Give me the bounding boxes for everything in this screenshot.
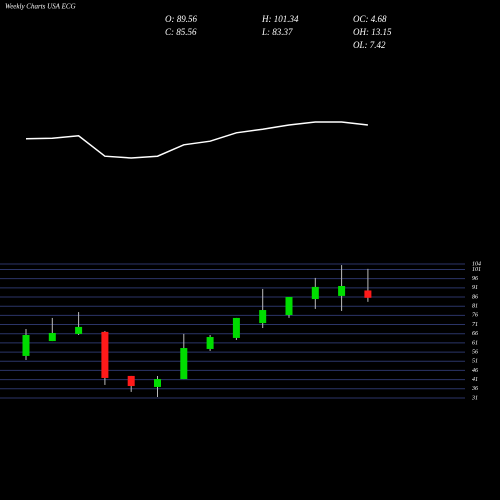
y-tick-label: 56 — [472, 349, 478, 355]
candle-body — [259, 310, 267, 324]
y-tick-label: 101 — [472, 267, 481, 273]
candle-body — [22, 335, 30, 356]
y-tick-label: 66 — [472, 331, 478, 337]
candle-body — [180, 348, 188, 380]
info-text: OL: 7.42 — [353, 40, 386, 50]
y-tick-label: 31 — [471, 395, 478, 401]
chart-title: Weekly Charts USA ECG — [5, 3, 76, 11]
candle-body — [338, 285, 346, 296]
y-tick-label: 96 — [472, 276, 478, 282]
candle-body — [48, 332, 56, 342]
y-tick-label: 86 — [472, 294, 478, 300]
y-tick-label: 76 — [472, 313, 478, 319]
y-tick-label: 51 — [472, 359, 478, 365]
y-tick-label: 61 — [472, 340, 478, 346]
y-tick-label: 41 — [472, 376, 478, 383]
candle-body — [206, 337, 214, 349]
candle-body — [101, 331, 109, 378]
candle-body — [364, 290, 372, 298]
info-text: OH: 13.15 — [353, 27, 392, 37]
candle-body — [311, 286, 319, 300]
y-tick-label: 81 — [472, 304, 478, 310]
info-text: L: 83.37 — [261, 27, 293, 37]
y-tick-label: 36 — [471, 386, 478, 392]
info-text: C: 85.56 — [165, 27, 197, 37]
y-tick-label: 91 — [472, 285, 478, 291]
candle-body — [75, 326, 83, 334]
candle-body — [232, 317, 240, 338]
candle-body — [154, 379, 161, 387]
y-tick-label: 46 — [472, 367, 478, 374]
y-tick-label: 71 — [472, 322, 478, 328]
info-text: O: 89.56 — [165, 14, 197, 24]
candle-body — [127, 375, 135, 387]
y-tick-label: 104 — [472, 260, 481, 267]
info-text: H: 101.34 — [261, 14, 299, 24]
info-text: OC: 4.68 — [353, 14, 387, 24]
overlay-line — [25, 121, 368, 159]
candle-body — [285, 297, 293, 315]
